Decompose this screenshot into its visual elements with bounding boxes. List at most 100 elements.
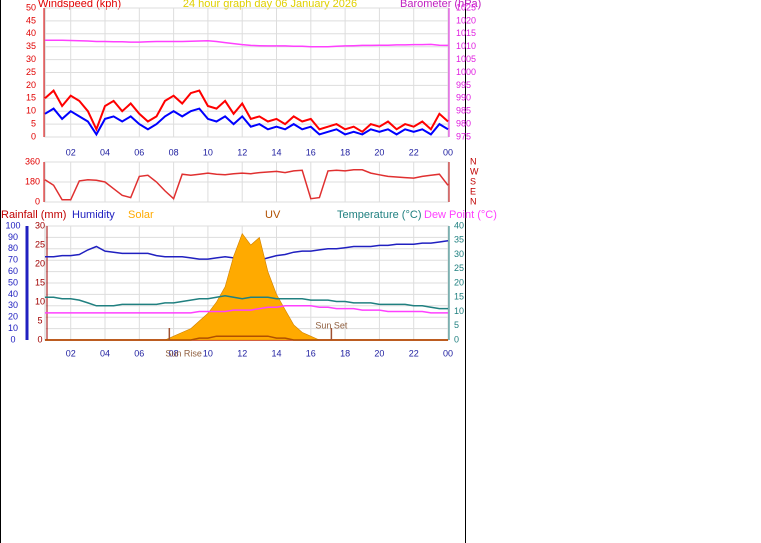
line [44, 89, 449, 134]
legend-label: UV [265, 209, 281, 221]
y2-tick-label: 1005 [456, 54, 476, 64]
line [45, 295, 448, 310]
x-tick-label: 08 [169, 147, 179, 157]
line [44, 169, 449, 201]
annotation: Sun Set [315, 320, 348, 330]
y-tick-label: 20 [8, 312, 18, 322]
x-tick-label: 14 [272, 147, 282, 157]
x-tick-label: 12 [237, 147, 247, 157]
y-tick-label: 0 [10, 334, 15, 344]
x-tick-label: 18 [340, 147, 350, 157]
x-tick-label: 22 [409, 147, 419, 157]
x-tick-label: 16 [306, 147, 316, 157]
x-tick-label: 08 [169, 348, 179, 358]
y-tick-label: 30 [8, 300, 18, 310]
x-tick-label: 04 [100, 348, 110, 358]
legend-label: Temperature (°C) [337, 209, 421, 221]
y-tick-label: 0 [31, 131, 36, 141]
line [45, 305, 448, 314]
x-tick-label: 02 [66, 147, 76, 157]
y2-tick-label: N [470, 156, 477, 166]
x-tick-label: 18 [340, 348, 350, 358]
y-tick-label: 70 [8, 255, 18, 265]
y2-tick-label: 20 [454, 277, 464, 287]
y-tick-label: 10 [8, 323, 18, 333]
x-tick-label: 20 [374, 147, 384, 157]
y-tick-label: 80 [8, 243, 18, 253]
y2-tick-label: 1025 [456, 2, 476, 12]
y2-tick-label: 30 [454, 249, 464, 259]
y-tick-label: 20 [26, 80, 36, 90]
y-tick-label: 0 [35, 196, 40, 206]
y2-tick-label: 985 [456, 106, 471, 116]
y2-tick-label: 10 [454, 306, 464, 316]
x-tick-label: 06 [134, 348, 144, 358]
y2-tick-label: N [470, 196, 477, 206]
line [44, 107, 449, 137]
x-tick-label: 02 [66, 348, 76, 358]
x-tick-label: 20 [374, 348, 384, 358]
line [45, 39, 449, 48]
y-tick-label: 10 [26, 106, 36, 116]
legend-label: Solar [128, 209, 154, 221]
x-tick-label: 14 [272, 348, 282, 358]
x-tick-label: 22 [409, 348, 419, 358]
y3-tick-label: 25 [35, 239, 45, 249]
line [45, 335, 448, 341]
y3-tick-label: 0 [37, 334, 42, 344]
x-tick-label: 00 [443, 147, 453, 157]
y-tick-label: 180 [25, 176, 40, 186]
chart-title: 24 hour graph day 06 January 2026 [183, 0, 357, 10]
y2-tick-label: E [470, 186, 476, 196]
y2-axis-label: Barometer (hPa) [400, 0, 481, 10]
y2-tick-label: 975 [456, 131, 471, 141]
y2-tick-label: 5 [454, 320, 459, 330]
y2-tick-label: 1010 [456, 41, 476, 51]
y2-tick-label: 40 [454, 220, 464, 230]
y2-tick-label: 0 [454, 334, 459, 344]
y-tick-label: 25 [26, 67, 36, 77]
y-tick-label: 50 [8, 277, 18, 287]
y-tick-label: 360 [25, 156, 40, 166]
y3-tick-label: 10 [35, 296, 45, 306]
legend-label: Rainfall (mm) [1, 209, 66, 221]
y2-tick-label: 35 [454, 235, 464, 245]
y2-tick-label: S [470, 176, 476, 186]
y-tick-label: 15 [26, 93, 36, 103]
y3-tick-label: 20 [35, 258, 45, 268]
y-tick-label: 40 [26, 28, 36, 38]
y2-tick-label: 15 [454, 292, 464, 302]
y2-tick-label: 990 [456, 93, 471, 103]
y3-tick-label: 30 [35, 220, 45, 230]
y2-tick-label: 1000 [456, 67, 476, 77]
x-tick-label: 12 [237, 348, 247, 358]
y2-tick-label: 1020 [456, 15, 476, 25]
x-tick-label: 10 [203, 348, 213, 358]
y3-tick-label: 5 [37, 315, 42, 325]
legend-label: Humidity [72, 209, 115, 221]
y-tick-label: 5 [31, 118, 36, 128]
y2-tick-label: W [470, 166, 479, 176]
annotation: Sun Rise [165, 348, 202, 358]
x-tick-label: 00 [443, 348, 453, 358]
y2-tick-label: 980 [456, 118, 471, 128]
y2-tick-label: 1015 [456, 28, 476, 38]
y-tick-label: 40 [8, 289, 18, 299]
x-tick-label: 06 [134, 147, 144, 157]
y2-tick-label: 995 [456, 80, 471, 90]
y-axis-label: Windspeed (kph) [38, 0, 121, 10]
y2-tick-label: 25 [454, 263, 464, 273]
y-tick-label: 45 [26, 15, 36, 25]
y-tick-label: 100 [5, 220, 20, 230]
x-tick-label: 04 [100, 147, 110, 157]
y-tick-label: 60 [8, 266, 18, 276]
x-tick-label: 16 [306, 348, 316, 358]
y-tick-label: 30 [26, 54, 36, 64]
y3-tick-label: 15 [35, 277, 45, 287]
x-tick-label: 10 [203, 147, 213, 157]
legend-label: Dew Point (°C) [424, 209, 497, 221]
y-tick-label: 90 [8, 232, 18, 242]
y-tick-label: 50 [26, 2, 36, 12]
y-tick-label: 35 [26, 41, 36, 51]
